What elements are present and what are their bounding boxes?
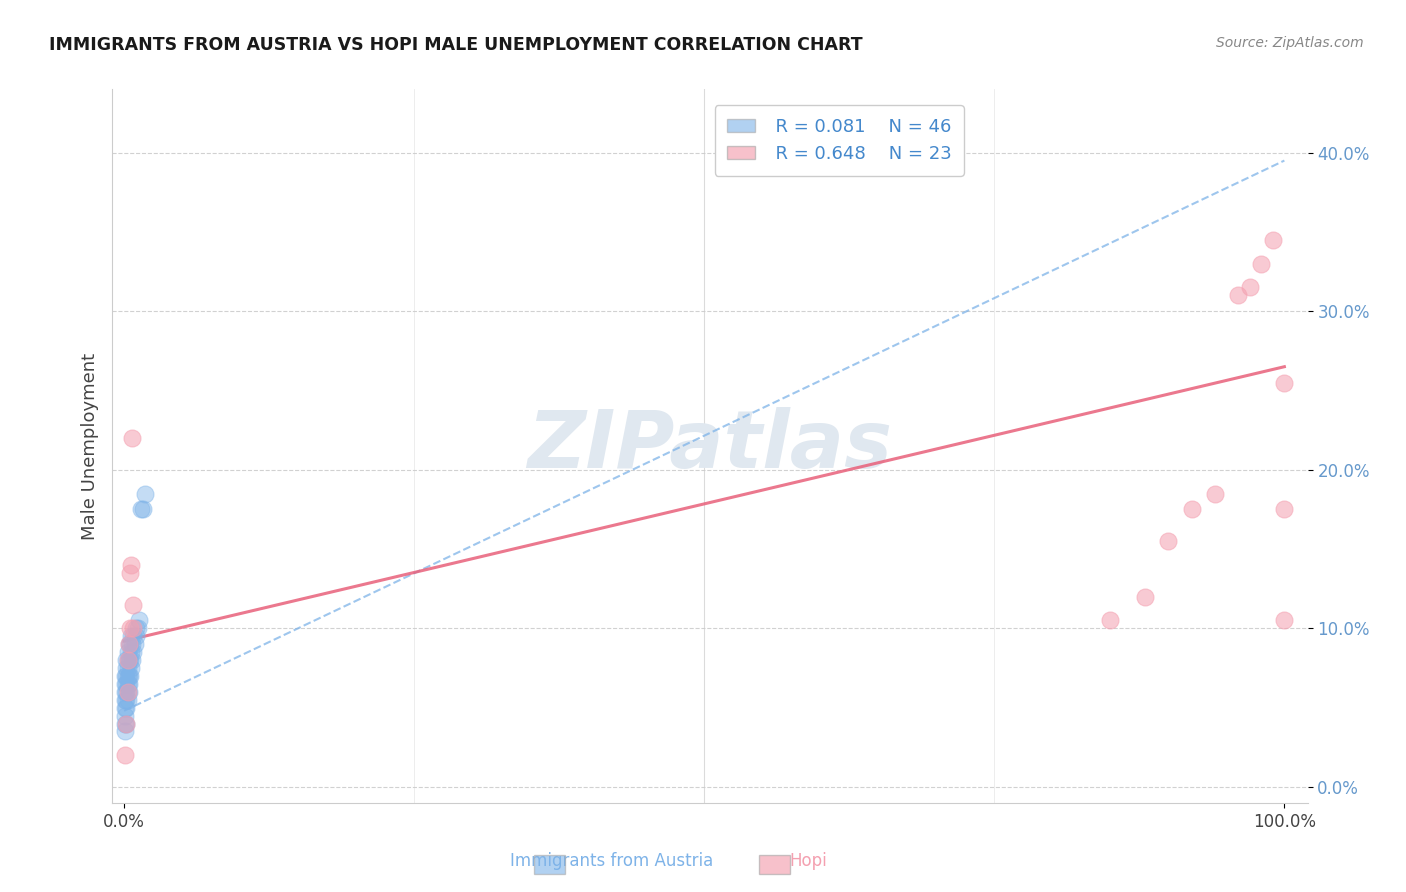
Point [117, 669, 139, 683]
Point [131, 502, 153, 516]
Point [118, 637, 141, 651]
Point [122, 598, 145, 612]
Point [121, 637, 143, 651]
Point [1099, 614, 1122, 628]
Point [118, 685, 141, 699]
Point [118, 566, 141, 580]
Point [120, 629, 142, 643]
Point [115, 677, 138, 691]
Point [131, 502, 153, 516]
Point [128, 614, 150, 628]
Point [117, 685, 139, 699]
Text: IMMIGRANTS FROM AUSTRIA VS HOPI MALE UNEMPLOYMENT CORRELATION CHART: IMMIGRANTS FROM AUSTRIA VS HOPI MALE UNE… [49, 36, 863, 54]
Point [117, 653, 139, 667]
Legend:   R = 0.081    N = 46,   R = 0.648    N = 23: R = 0.081 N = 46, R = 0.648 N = 23 [714, 105, 965, 176]
Point [1272, 614, 1295, 628]
Point [118, 637, 141, 651]
Point [115, 661, 138, 675]
Point [1250, 257, 1272, 271]
Point [121, 431, 143, 445]
Point [127, 621, 149, 635]
Text: Immigrants from Austria: Immigrants from Austria [510, 852, 713, 870]
Text: ZIPatlas: ZIPatlas [527, 407, 893, 485]
Point [114, 692, 136, 706]
Point [122, 629, 145, 643]
Point [118, 637, 141, 651]
Point [115, 685, 138, 699]
Point [1272, 376, 1295, 390]
Point [125, 629, 148, 643]
Point [115, 716, 138, 731]
Point [115, 653, 138, 667]
Point [1157, 534, 1180, 549]
Point [114, 677, 136, 691]
Point [1133, 590, 1156, 604]
Point [120, 661, 142, 675]
Point [115, 716, 138, 731]
Point [118, 653, 141, 667]
Point [114, 669, 136, 683]
Point [118, 669, 141, 683]
Point [114, 724, 136, 739]
Point [118, 677, 141, 691]
Point [114, 685, 136, 699]
Point [120, 645, 142, 659]
Point [1272, 502, 1295, 516]
Text: Source: ZipAtlas.com: Source: ZipAtlas.com [1216, 36, 1364, 50]
Y-axis label: Male Unemployment: Male Unemployment [80, 352, 98, 540]
Point [121, 653, 143, 667]
Point [124, 637, 146, 651]
Point [117, 645, 139, 659]
Point [134, 486, 156, 500]
Point [114, 708, 136, 723]
Point [117, 661, 139, 675]
Point [118, 621, 141, 635]
Text: Hopi: Hopi [790, 852, 827, 870]
Point [115, 692, 138, 706]
Point [115, 669, 138, 683]
Point [114, 748, 136, 763]
Point [114, 700, 136, 714]
Point [122, 645, 145, 659]
Point [115, 700, 138, 714]
Point [122, 621, 145, 635]
Point [114, 716, 136, 731]
Point [1204, 486, 1226, 500]
Point [117, 685, 139, 699]
Point [1226, 288, 1249, 302]
Point [118, 669, 141, 683]
Point [117, 677, 139, 691]
Point [1239, 280, 1261, 294]
Point [118, 653, 141, 667]
Point [117, 692, 139, 706]
Point [117, 653, 139, 667]
Point [1180, 502, 1202, 516]
Point [125, 621, 148, 635]
Point [120, 558, 142, 572]
Point [1261, 233, 1284, 247]
